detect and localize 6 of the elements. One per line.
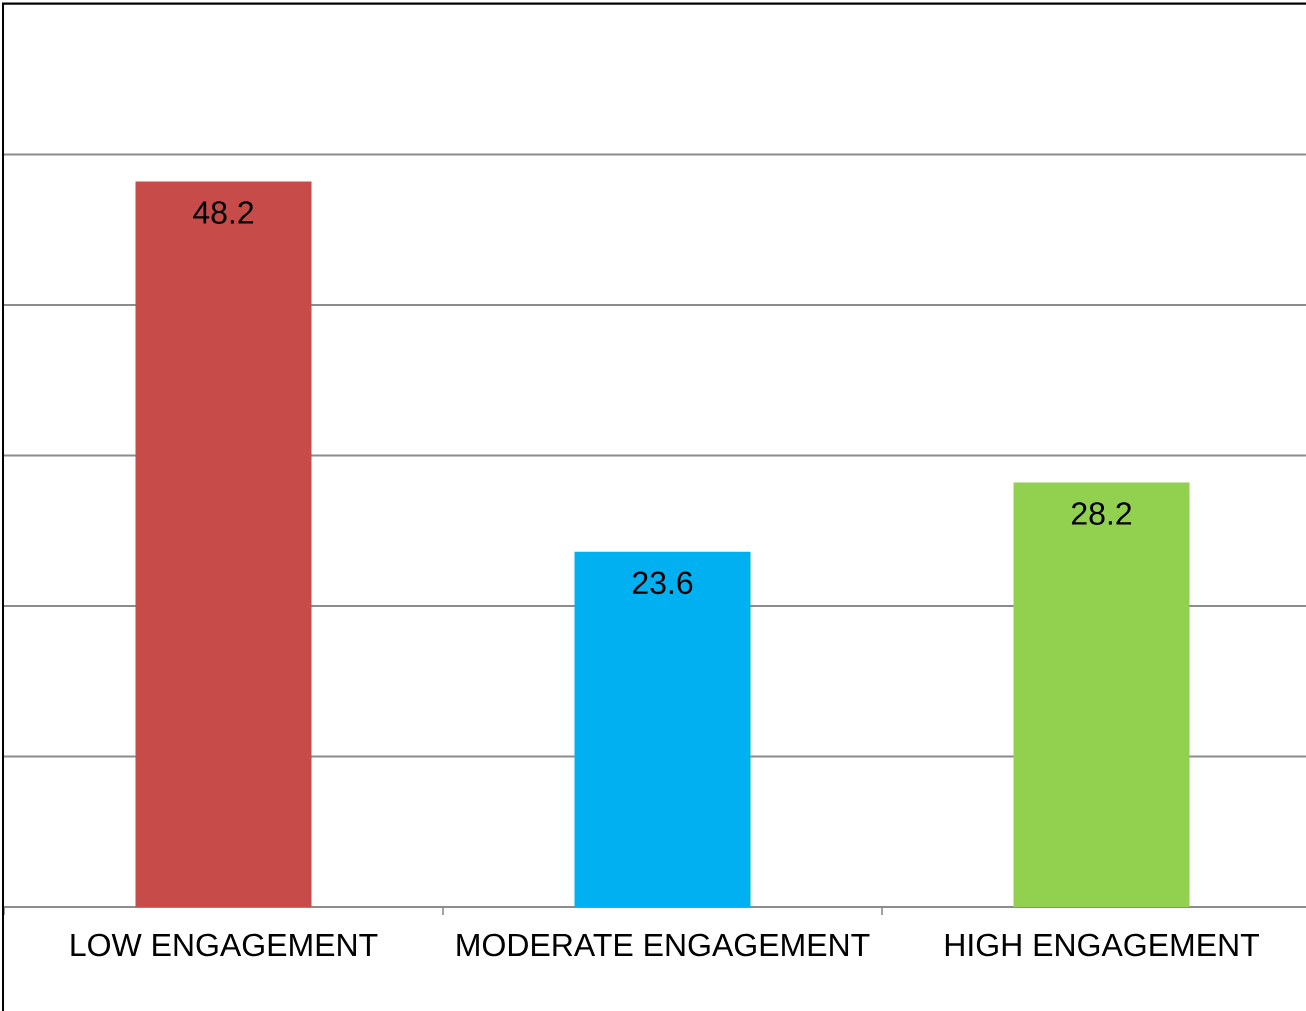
- data-label: 48.2: [193, 201, 254, 224]
- data-label: 23.6: [632, 571, 693, 595]
- x-tick-label: MODERATE ENGAGEMENT: [457, 933, 870, 957]
- x-tick-label: LOW ENGAGEMENT: [71, 933, 378, 957]
- x-tick-label: HIGH ENGAGEMENT: [945, 933, 1259, 957]
- data-label: 28.2: [1071, 502, 1132, 525]
